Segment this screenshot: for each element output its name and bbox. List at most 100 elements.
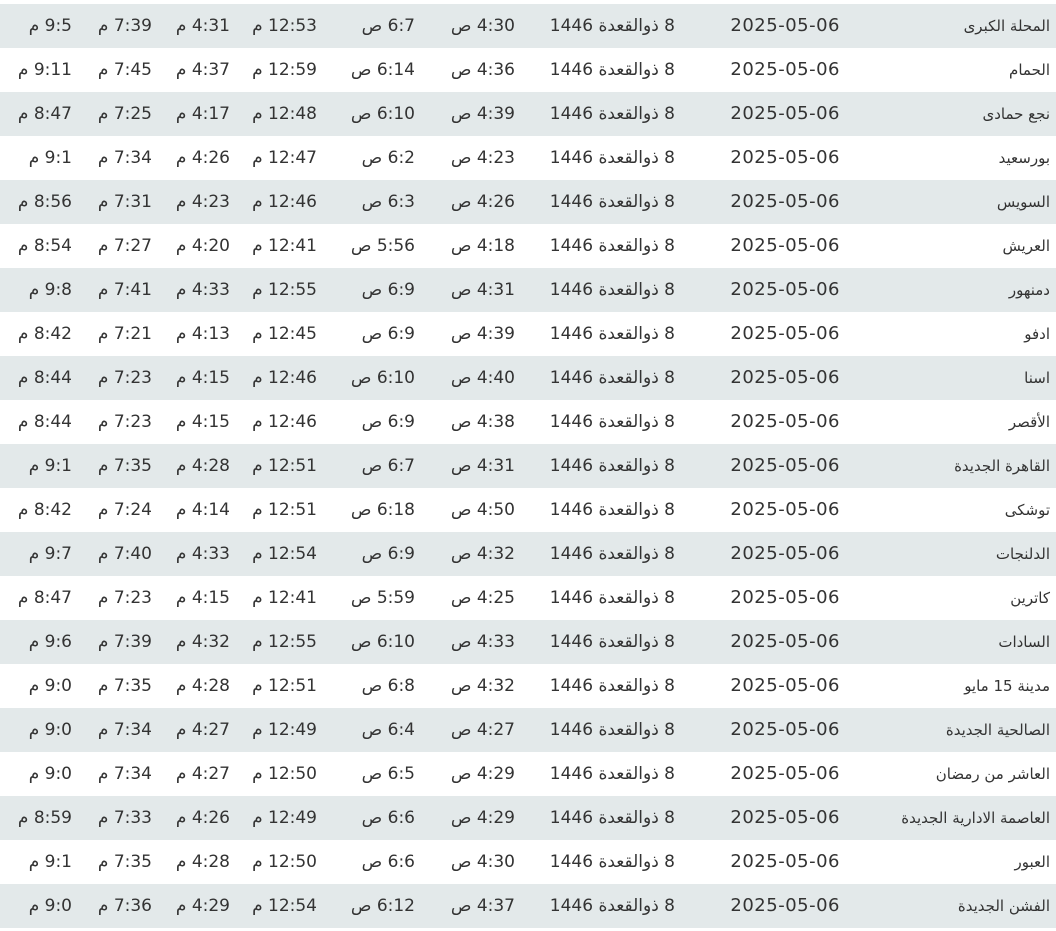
hijri-date-cell: 8 ذوالقعدة 1446	[549, 588, 675, 608]
hijri-date-cell: 8 ذوالقعدة 1446	[549, 148, 675, 168]
gregorian-date-cell: 2025-05-06	[730, 367, 840, 388]
sunrise-time-cell: 6:6 ص	[361, 852, 415, 872]
asr-time-cell: 4:28 م	[175, 676, 230, 696]
table-row: توشكى 2025-05-06 8 ذوالقعدة 1446 4:50 ص 6:18…	[0, 488, 1056, 532]
sunrise-time-cell: 6:18 ص	[350, 500, 415, 520]
table-row: القاهرة الجديدة 2025-05-06 8 ذوالقعدة 1446…	[0, 444, 1056, 488]
dhuhr-time-cell: 12:49 م	[252, 808, 317, 828]
sunrise-time-cell: 5:59 ص	[350, 588, 415, 608]
maghrib-time-cell: 7:35 م	[97, 852, 152, 872]
asr-time-cell: 4:27 م	[175, 764, 230, 784]
asr-time-cell: 4:15 م	[175, 412, 230, 432]
maghrib-time-cell: 7:23 م	[97, 412, 152, 432]
dhuhr-time-cell: 12:46 م	[252, 412, 317, 432]
dhuhr-time-cell: 12:50 م	[252, 764, 317, 784]
fajr-time-cell: 4:31 ص	[450, 280, 515, 300]
gregorian-date-cell: 2025-05-06	[730, 235, 840, 256]
hijri-date-cell: 8 ذوالقعدة 1446	[549, 192, 675, 212]
hijri-date-cell: 8 ذوالقعدة 1446	[549, 632, 675, 652]
hijri-date-cell: 8 ذوالقعدة 1446	[549, 324, 675, 344]
sunrise-time-cell: 6:3 ص	[361, 192, 415, 212]
fajr-time-cell: 4:26 ص	[450, 192, 515, 212]
fajr-time-cell: 4:23 ص	[450, 148, 515, 168]
hijri-date-cell: 8 ذوالقعدة 1446	[549, 280, 675, 300]
dhuhr-time-cell: 12:45 م	[252, 324, 317, 344]
fajr-time-cell: 4:38 ص	[450, 412, 515, 432]
isha-time-cell: 9:7 م	[28, 544, 72, 564]
dhuhr-time-cell: 12:51 م	[252, 500, 317, 520]
dhuhr-time-cell: 12:53 م	[252, 16, 317, 36]
sunrise-time-cell: 6:9 ص	[361, 280, 415, 300]
isha-time-cell: 8:59 م	[17, 808, 72, 828]
sunrise-time-cell: 6:10 ص	[350, 632, 415, 652]
hijri-date-cell: 8 ذوالقعدة 1446	[549, 456, 675, 476]
maghrib-time-cell: 7:41 م	[97, 280, 152, 300]
asr-time-cell: 4:28 م	[175, 456, 230, 476]
dhuhr-time-cell: 12:54 م	[252, 896, 317, 916]
table-row: العريش 2025-05-06 8 ذوالقعدة 1446 4:18 ص 5:5…	[0, 224, 1056, 268]
fajr-time-cell: 4:37 ص	[450, 896, 515, 916]
dhuhr-time-cell: 12:46 م	[252, 192, 317, 212]
city-cell: اسنا	[1024, 369, 1050, 387]
asr-time-cell: 4:15 م	[175, 588, 230, 608]
dhuhr-time-cell: 12:54 م	[252, 544, 317, 564]
isha-time-cell: 8:56 م	[17, 192, 72, 212]
sunrise-time-cell: 6:7 ص	[361, 456, 415, 476]
table-row: ادفو 2025-05-06 8 ذوالقعدة 1446 4:39 ص 6:9 ص…	[0, 312, 1056, 356]
table-row: الفشن الجديدة 2025-05-06 8 ذوالقعدة 1446 4:…	[0, 884, 1056, 928]
table-row: العاصمة الادارية الجديدة 2025-05-06 8 ذوال…	[0, 796, 1056, 840]
sunrise-time-cell: 6:9 ص	[361, 412, 415, 432]
table-row: الأقصر 2025-05-06 8 ذوالقعدة 1446 4:38 ص 6:9…	[0, 400, 1056, 444]
city-cell: الفشن الجديدة	[957, 897, 1050, 915]
maghrib-time-cell: 7:31 م	[97, 192, 152, 212]
sunrise-time-cell: 6:5 ص	[361, 764, 415, 784]
sunrise-time-cell: 6:8 ص	[361, 676, 415, 696]
fajr-time-cell: 4:27 ص	[450, 720, 515, 740]
isha-time-cell: 9:0 م	[28, 676, 72, 696]
maghrib-time-cell: 7:35 م	[97, 456, 152, 476]
gregorian-date-cell: 2025-05-06	[730, 499, 840, 520]
table-row: الدلنجات 2025-05-06 8 ذوالقعدة 1446 4:32 ص 6…	[0, 532, 1056, 576]
isha-time-cell: 9:1 م	[28, 852, 72, 872]
gregorian-date-cell: 2025-05-06	[730, 191, 840, 212]
hijri-date-cell: 8 ذوالقعدة 1446	[549, 676, 675, 696]
asr-time-cell: 4:13 م	[175, 324, 230, 344]
dhuhr-time-cell: 12:41 م	[252, 588, 317, 608]
dhuhr-time-cell: 12:47 م	[252, 148, 317, 168]
gregorian-date-cell: 2025-05-06	[730, 411, 840, 432]
city-cell: الدلنجات	[995, 545, 1050, 563]
hijri-date-cell: 8 ذوالقعدة 1446	[549, 852, 675, 872]
isha-time-cell: 9:8 م	[28, 280, 72, 300]
sunrise-time-cell: 6:12 ص	[350, 896, 415, 916]
maghrib-time-cell: 7:40 م	[97, 544, 152, 564]
isha-time-cell: 9:6 م	[28, 632, 72, 652]
dhuhr-time-cell: 12:55 م	[252, 632, 317, 652]
city-cell: العاصمة الادارية الجديدة	[901, 809, 1050, 827]
table-row: الصالحية الجديدة 2025-05-06 8 ذوالقعدة 144…	[0, 708, 1056, 752]
isha-time-cell: 9:1 م	[28, 456, 72, 476]
city-cell: دمنهور	[1008, 281, 1050, 299]
asr-time-cell: 4:28 م	[175, 852, 230, 872]
maghrib-time-cell: 7:34 م	[97, 148, 152, 168]
hijri-date-cell: 8 ذوالقعدة 1446	[549, 16, 675, 36]
table-row: العاشر من رمضان 2025-05-06 8 ذوالقعدة 1446…	[0, 752, 1056, 796]
sunrise-time-cell: 6:9 ص	[361, 544, 415, 564]
gregorian-date-cell: 2025-05-06	[730, 675, 840, 696]
asr-time-cell: 4:27 م	[175, 720, 230, 740]
asr-time-cell: 4:20 م	[175, 236, 230, 256]
dhuhr-time-cell: 12:41 م	[252, 236, 317, 256]
table-row: مدينة 15 مايو 2025-05-06 8 ذوالقعدة 1446 4:…	[0, 664, 1056, 708]
fajr-time-cell: 4:33 ص	[450, 632, 515, 652]
gregorian-date-cell: 2025-05-06	[730, 631, 840, 652]
asr-time-cell: 4:15 م	[175, 368, 230, 388]
maghrib-time-cell: 7:27 م	[97, 236, 152, 256]
dhuhr-time-cell: 12:46 م	[252, 368, 317, 388]
isha-time-cell: 8:44 م	[17, 412, 72, 432]
sunrise-time-cell: 5:56 ص	[350, 236, 415, 256]
table-row: كاترين 2025-05-06 8 ذوالقعدة 1446 4:25 ص 5:5…	[0, 576, 1056, 620]
city-cell: بورسعيد	[998, 149, 1050, 167]
hijri-date-cell: 8 ذوالقعدة 1446	[549, 60, 675, 80]
maghrib-time-cell: 7:34 م	[97, 764, 152, 784]
fajr-time-cell: 4:30 ص	[450, 852, 515, 872]
maghrib-time-cell: 7:39 م	[97, 16, 152, 36]
